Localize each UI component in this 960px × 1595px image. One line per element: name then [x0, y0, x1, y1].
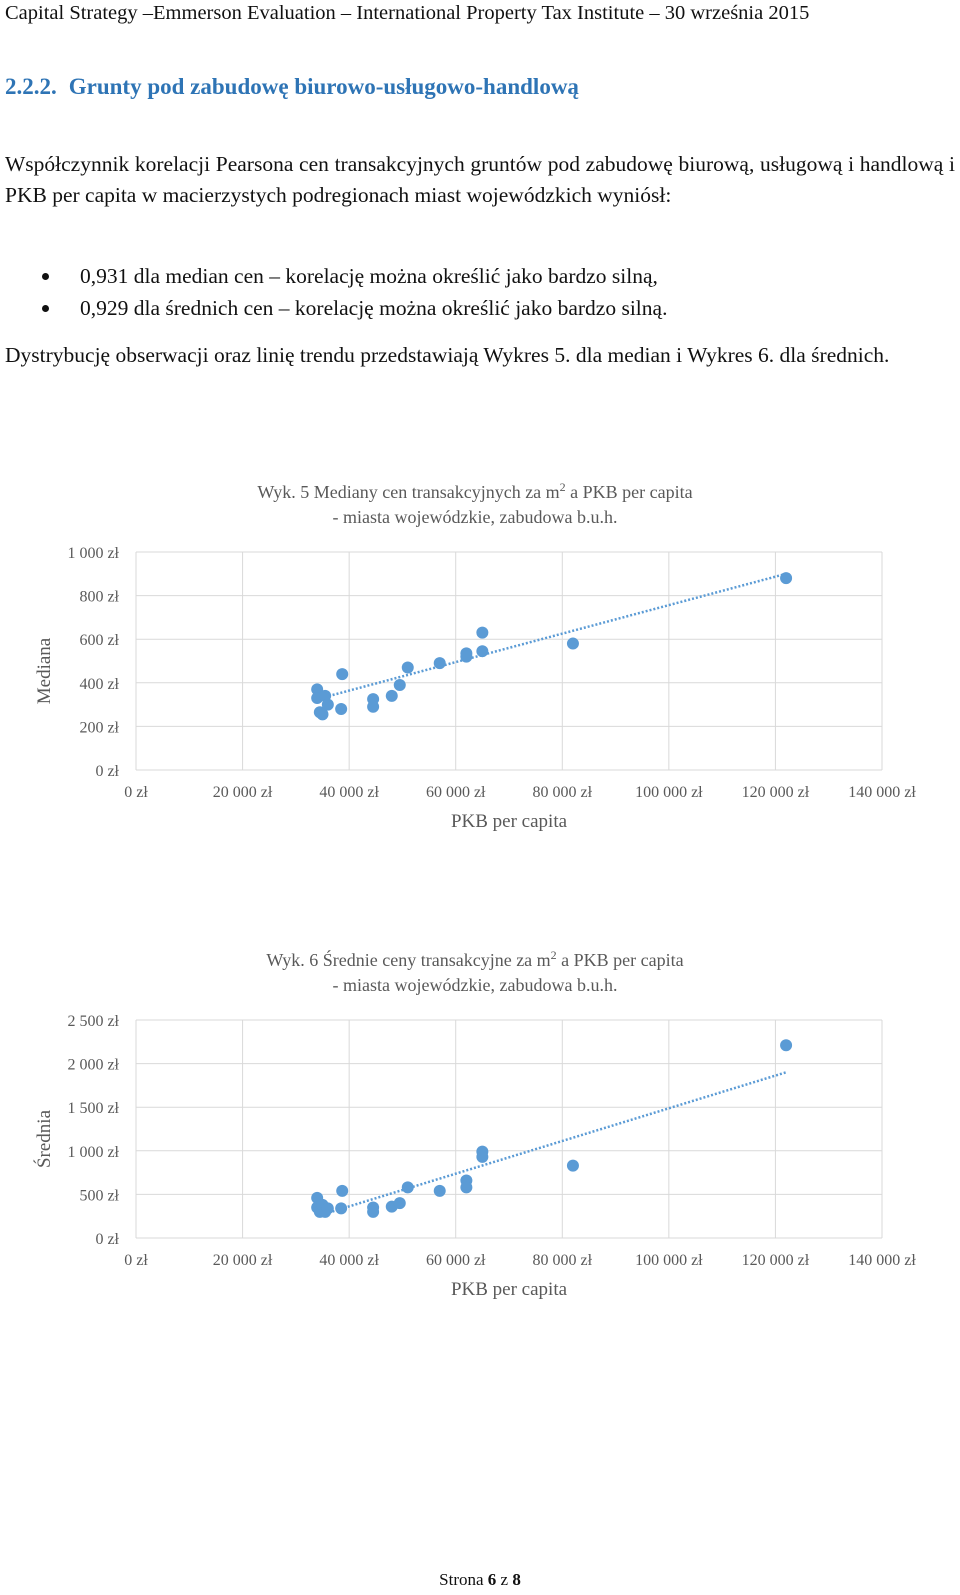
chart-title: Wyk. 6 Średnie ceny transakcyjne za m2 a…	[266, 948, 683, 970]
data-point	[311, 683, 324, 696]
data-point	[393, 1197, 406, 1210]
page-footer: Strona 6 z 8	[0, 1570, 960, 1590]
x-tick-label: 80 000 zł	[533, 784, 593, 801]
data-point	[316, 708, 329, 721]
x-tick-label: 100 000 zł	[635, 784, 703, 801]
section-number: 2.2.2.	[5, 74, 57, 99]
y-tick-label: 500 zł	[79, 1187, 119, 1204]
data-point	[335, 702, 348, 715]
data-point	[433, 1184, 446, 1197]
x-tick-label: 120 000 zł	[742, 784, 810, 801]
y-axis-label: Średnia	[33, 1109, 55, 1168]
data-point	[393, 678, 406, 691]
data-point	[385, 689, 398, 702]
x-tick-label: 0 zł	[124, 1252, 148, 1269]
data-point	[566, 637, 579, 650]
data-point	[433, 657, 446, 670]
data-point	[476, 1150, 489, 1163]
x-tick-label: 40 000 zł	[319, 1252, 379, 1269]
x-tick-label: 20 000 zł	[213, 784, 273, 801]
x-tick-label: 40 000 zł	[319, 784, 379, 801]
chart-subtitle: - miasta wojewódzkie, zabudowa b.u.h.	[333, 507, 618, 527]
paragraph-intro: Współczynnik korelacji Pearsona cen tran…	[5, 152, 955, 207]
chart-6: Wyk. 6 Średnie ceny transakcyjne za m2 a…	[0, 938, 960, 1318]
data-point	[460, 1181, 473, 1194]
data-point	[367, 1201, 380, 1214]
data-point	[367, 700, 380, 713]
data-point	[476, 626, 489, 639]
trendline	[316, 1071, 787, 1218]
bullet-list: 0,931 dla median cen – korelację można o…	[40, 260, 667, 324]
footer-page: 6	[487, 1570, 497, 1589]
data-point	[336, 668, 349, 681]
x-tick-label: 100 000 zł	[635, 1252, 703, 1269]
x-axis-label: PKB per capita	[451, 1279, 568, 1300]
chart-subtitle: - miasta wojewódzkie, zabudowa b.u.h.	[333, 975, 618, 995]
chart-5-svg: Wyk. 5 Mediany cen transakcyjnych za m2 …	[34, 480, 916, 832]
bullet-text: 0,931 dla median cen – korelację można o…	[80, 264, 658, 288]
x-tick-label: 60 000 zł	[426, 1252, 486, 1269]
page-header: Capital Strategy –Emmerson Evaluation – …	[5, 2, 810, 24]
trendline	[316, 572, 787, 701]
section-title: Grunty pod zabudowę biurowo-usługowo-han…	[68, 74, 579, 99]
bullet-item: 0,929 dla średnich cen – korelację można…	[40, 292, 667, 324]
data-point	[321, 1202, 334, 1215]
bullet-icon	[42, 305, 49, 312]
y-tick-label: 0 zł	[95, 1231, 119, 1248]
chart-5: Wyk. 5 Mediany cen transakcyjnych za m2 …	[0, 470, 960, 850]
bullet-item: 0,931 dla median cen – korelację można o…	[40, 260, 667, 292]
x-tick-label: 80 000 zł	[533, 1252, 593, 1269]
x-tick-label: 60 000 zł	[426, 784, 486, 801]
data-point	[566, 1159, 579, 1172]
chart-title: Wyk. 5 Mediany cen transakcyjnych za m2 …	[257, 480, 692, 502]
footer-middle: z	[496, 1570, 513, 1589]
data-point	[401, 1181, 414, 1194]
data-point	[780, 572, 793, 585]
y-tick-label: 1 000 zł	[67, 1144, 119, 1161]
y-tick-label: 2 000 zł	[67, 1057, 119, 1074]
section-heading: 2.2.2. Grunty pod zabudowę biurowo-usługo…	[5, 74, 579, 100]
x-tick-label: 0 zł	[124, 784, 148, 801]
data-point	[335, 1202, 348, 1215]
y-tick-label: 1 000 zł	[67, 545, 119, 562]
y-tick-label: 800 zł	[79, 589, 119, 606]
paragraph-charts-intro: Dystrybucję obserwacji oraz linię trendu…	[5, 343, 890, 367]
y-tick-label: 1 500 zł	[67, 1100, 119, 1117]
x-axis-label: PKB per capita	[451, 811, 568, 832]
y-tick-label: 0 zł	[95, 763, 119, 780]
x-tick-label: 120 000 zł	[742, 1252, 810, 1269]
chart-6-svg: Wyk. 6 Średnie ceny transakcyjne za m2 a…	[33, 948, 916, 1300]
y-tick-label: 600 zł	[79, 632, 119, 649]
y-axis-label: Mediana	[34, 637, 55, 704]
bullet-text: 0,929 dla średnich cen – korelację można…	[80, 296, 668, 320]
data-point	[460, 650, 473, 663]
footer-prefix: Strona	[439, 1570, 488, 1589]
footer-total: 8	[512, 1570, 521, 1589]
x-tick-label: 140 000 zł	[848, 1252, 916, 1269]
y-tick-label: 200 zł	[79, 719, 119, 736]
y-tick-label: 400 zł	[79, 676, 119, 693]
data-point	[476, 645, 489, 658]
data-point	[321, 698, 334, 711]
y-tick-label: 2 500 zł	[67, 1013, 119, 1030]
data-point	[780, 1039, 793, 1052]
x-tick-label: 20 000 zł	[213, 1252, 273, 1269]
data-point	[336, 1184, 349, 1197]
x-tick-label: 140 000 zł	[848, 784, 916, 801]
data-point	[401, 661, 414, 674]
bullet-icon	[42, 273, 49, 280]
